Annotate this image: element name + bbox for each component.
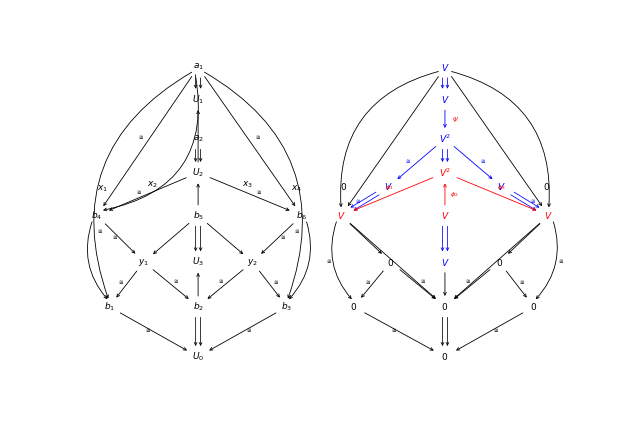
Text: $0$: $0$ [387,257,394,268]
Text: $\cong$: $\cong$ [135,189,142,196]
Text: $V$: $V$ [497,181,506,192]
Text: $U_2$: $U_2$ [192,166,204,179]
Text: $b_4$: $b_4$ [91,209,103,222]
Text: $\cong$: $\cong$ [217,278,224,285]
Text: $\cong$: $\cong$ [478,157,486,164]
Text: $b_1$: $b_1$ [104,300,115,313]
Text: $\cong$: $\cong$ [364,279,371,286]
Text: $V^2$: $V^2$ [439,132,451,145]
Text: $\cong$: $\cong$ [245,326,252,333]
Text: $y_1$: $y_1$ [138,257,149,268]
Text: $\cong$: $\cong$ [136,134,143,142]
Text: $V$: $V$ [337,210,346,221]
Text: $b_6$: $b_6$ [296,209,308,222]
Text: $x_4$: $x_4$ [291,183,303,194]
Text: $\cong$: $\cong$ [326,258,333,265]
Text: $\cong$: $\cong$ [293,228,301,235]
Text: $V^2$: $V^2$ [439,166,451,179]
Text: $\cong$: $\cong$ [117,279,124,286]
Text: $0$: $0$ [530,301,538,312]
Text: $\cong$: $\cong$ [419,278,426,285]
Text: $\psi$: $\psi$ [452,115,459,123]
Text: $\cong$: $\cong$ [354,198,361,205]
Text: $\cong$: $\cong$ [518,279,525,286]
Text: $\cong$: $\cong$ [111,233,118,241]
Text: $V$: $V$ [544,210,553,221]
Text: $V$: $V$ [441,62,449,73]
Text: $a_2$: $a_2$ [192,134,204,144]
Text: $\cong$: $\cong$ [557,258,564,265]
Text: $\cong$: $\cong$ [96,228,103,235]
Text: $\cong$: $\cong$ [390,326,397,333]
Text: $V$: $V$ [441,210,449,221]
Text: $0$: $0$ [340,181,347,192]
Text: $V$: $V$ [441,257,449,268]
Text: $\cong$: $\cong$ [492,326,499,333]
Text: $\cong$: $\cong$ [464,278,471,285]
Text: $\phi_1$: $\phi_1$ [385,183,394,192]
Text: $y_2$: $y_2$ [247,257,258,268]
Text: $\cong$: $\cong$ [255,189,262,196]
Text: $0$: $0$ [543,181,550,192]
Text: $\phi_3$: $\phi_3$ [497,183,506,192]
Text: $x_1$: $x_1$ [97,183,108,194]
Text: $0$: $0$ [350,301,357,312]
Text: $U_0$: $U_0$ [192,351,204,363]
Text: $\cong$: $\cong$ [254,134,261,142]
Text: $0$: $0$ [441,301,448,312]
Text: $\cong$: $\cong$ [144,326,152,333]
Text: $U_3$: $U_3$ [192,256,204,268]
Text: $V$: $V$ [441,94,449,105]
Text: $V$: $V$ [384,181,392,192]
Text: $0$: $0$ [441,351,448,362]
Text: $0$: $0$ [496,257,503,268]
Text: $\cong$: $\cong$ [404,157,412,164]
Text: $\cong$: $\cong$ [529,198,536,205]
Text: $\cong$: $\cong$ [173,278,180,285]
Text: $\phi_2$: $\phi_2$ [450,190,458,198]
Text: $\cong$: $\cong$ [272,279,279,286]
Text: $x_3$: $x_3$ [242,180,253,191]
Text: $b_2$: $b_2$ [192,300,204,313]
Text: $b_5$: $b_5$ [192,209,204,222]
Text: $U_1$: $U_1$ [192,93,204,106]
Text: $\cong$: $\cong$ [280,233,287,241]
Text: $x_2$: $x_2$ [147,180,158,191]
Text: $b_3$: $b_3$ [282,300,292,313]
Text: $a_1$: $a_1$ [192,62,204,72]
